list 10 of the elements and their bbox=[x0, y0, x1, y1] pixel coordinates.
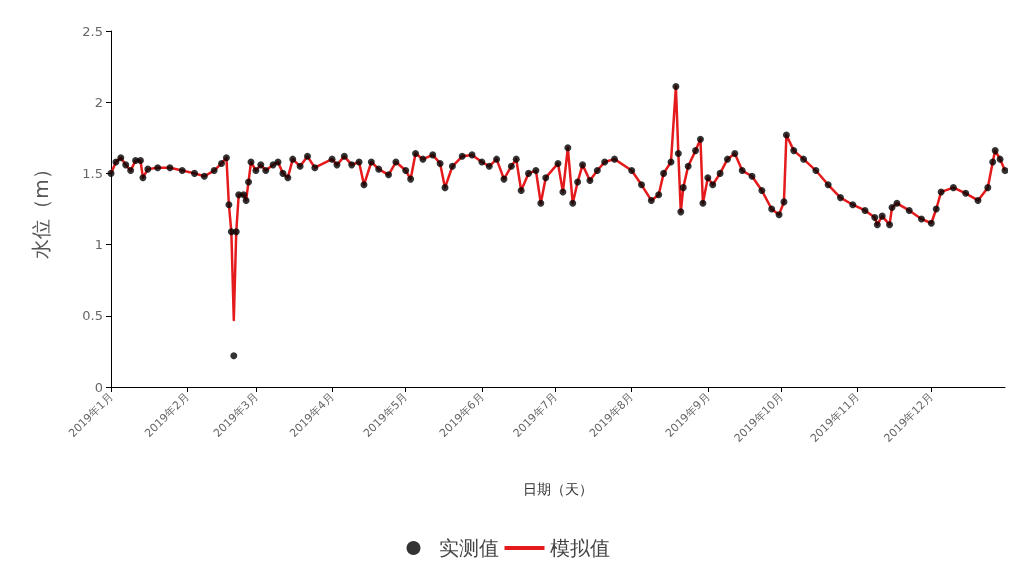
legend-label: 模拟值 bbox=[549, 536, 610, 560]
y-tick-label: 1.5 bbox=[82, 165, 103, 181]
y-tick-label: 2 bbox=[94, 94, 103, 110]
y-tick-label: 2.5 bbox=[82, 23, 103, 39]
y-tick-label: 1 bbox=[94, 237, 103, 253]
y-tick-label: 0 bbox=[94, 379, 103, 395]
y-axis-title: 水位（m） bbox=[29, 159, 53, 259]
x-axis-title: 日期（天） bbox=[523, 481, 593, 497]
legend-label: 实测值 bbox=[438, 536, 499, 560]
y-tick-label: 0.5 bbox=[82, 308, 103, 324]
